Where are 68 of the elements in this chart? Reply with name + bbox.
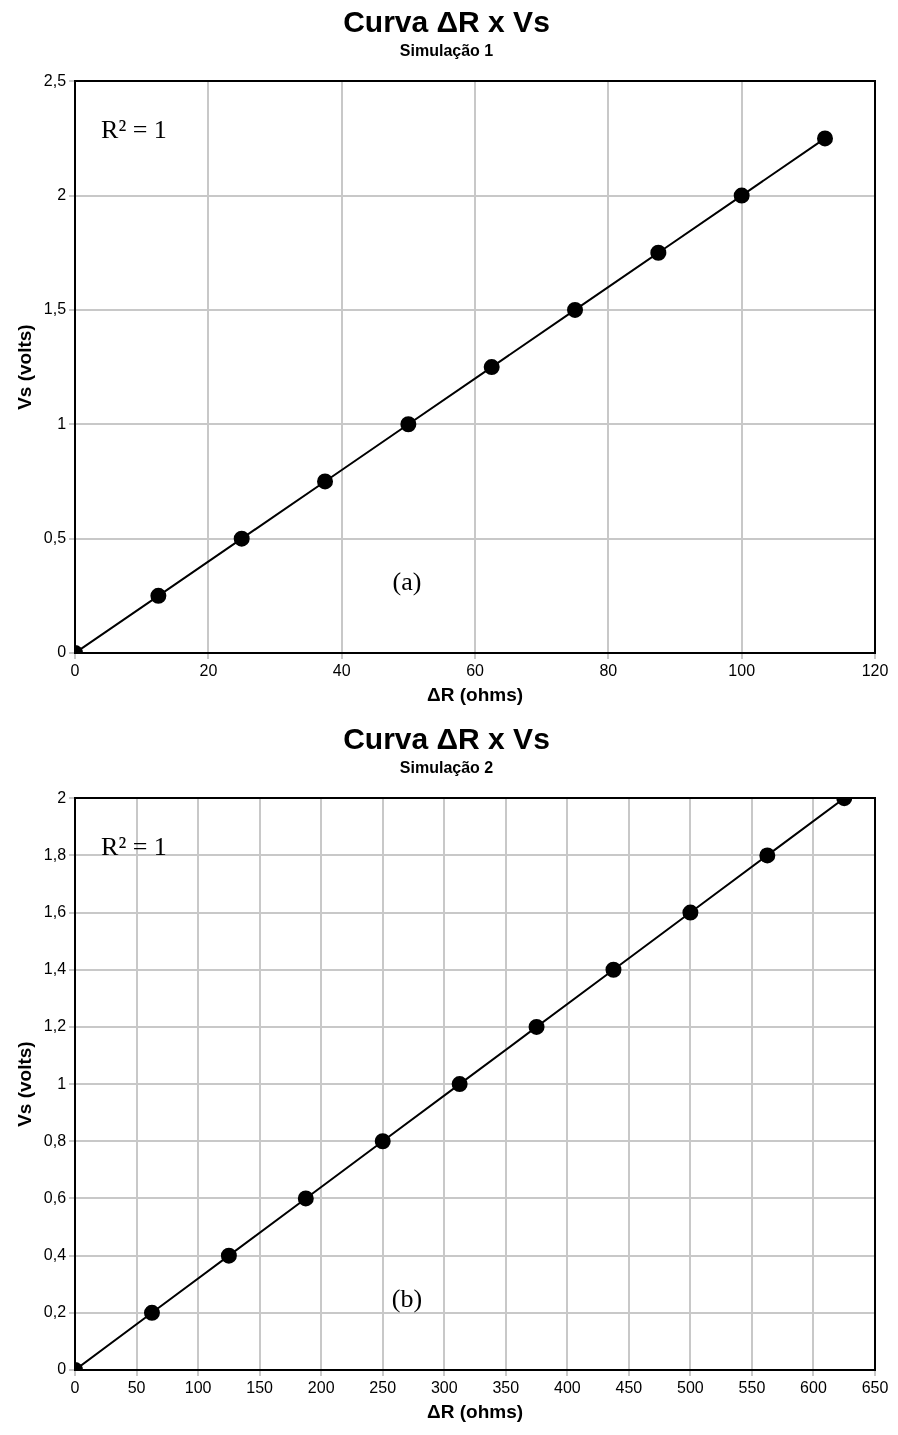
y-tick-label: 0,2 [43,1303,67,1321]
point [682,904,699,921]
x-axis-title: ΔR (ohms) [427,683,524,705]
x-tick-label: 400 [553,1379,581,1397]
point [400,416,417,433]
chart-subtitle: Simulação 2 [399,759,494,777]
point [220,1247,237,1264]
y-tick-label: 0 [57,643,67,661]
x-tick-label: 300 [430,1379,458,1397]
x-tick-label: 50 [127,1379,146,1397]
point [233,530,250,547]
x-tick-label: 40 [332,662,351,680]
y-tick-label: 1,2 [43,1017,67,1035]
x-tick-label: 450 [615,1379,643,1397]
point [451,1076,468,1093]
x-tick-label: 100 [184,1379,212,1397]
chart-subtitle: Simulação 1 [399,42,494,60]
point [733,187,750,204]
x-tick-label: 0 [70,662,80,680]
y-tick-label: 0,5 [43,529,67,547]
annotation: R² = 1 [101,115,167,145]
x-tick-label: 20 [199,662,218,680]
x-tick-label: 500 [677,1379,704,1397]
y-axis-title: Vs (volts) [13,1041,35,1127]
annotation: R² = 1 [101,832,167,862]
x-axis-title: ΔR (ohms) [427,1400,524,1422]
x-tick-label: 350 [492,1379,520,1397]
point [650,244,667,261]
x-tick-label: 100 [728,662,756,680]
x-tick-label: 80 [599,662,618,680]
point [817,130,833,147]
y-tick-label: 0,6 [43,1188,67,1206]
chart-title: Curva ΔR x Vs [343,5,550,39]
y-tick-label: 0,8 [43,1131,67,1149]
point [297,1190,314,1207]
point [605,961,622,978]
x-tick-label: 120 [861,662,889,680]
x-tick-label: 650 [861,1379,889,1397]
x-tick-label: 150 [246,1379,274,1397]
point [317,473,334,490]
y-tick-label: 2,5 [43,71,67,89]
annotation: (b) [391,1283,423,1313]
point [759,847,776,864]
point [150,587,167,604]
x-tick-label: 550 [738,1379,766,1397]
y-tick-label: 2 [57,788,67,806]
y-tick-label: 1,6 [43,902,67,920]
x-tick-label: 600 [800,1379,827,1397]
x-tick-label: 60 [466,662,485,680]
x-tick-label: 0 [70,1379,80,1397]
y-tick-label: 1 [57,1074,67,1092]
y-tick-label: 1,4 [43,960,67,978]
chart-title: Curva ΔR x Vs [343,722,550,756]
point [143,1304,160,1321]
point [374,1133,391,1150]
y-tick-label: 0,4 [43,1246,67,1264]
y-axis-title: Vs (volts) [13,324,35,410]
y-tick-label: 1,8 [43,845,67,863]
y-tick-label: 1,5 [43,300,67,318]
x-tick-label: 200 [307,1379,335,1397]
point [483,359,500,376]
x-tick-label: 250 [369,1379,397,1397]
y-tick-label: 2 [57,185,67,203]
point [528,1018,545,1035]
point [567,301,584,318]
y-tick-label: 1 [57,414,67,432]
y-tick-label: 0 [57,1360,67,1378]
annotation: (a) [392,566,422,596]
